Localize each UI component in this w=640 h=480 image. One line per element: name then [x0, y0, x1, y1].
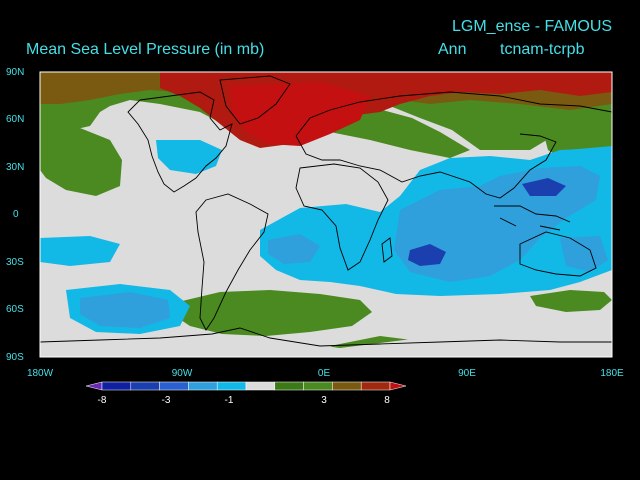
lat-label-30n: 30N [6, 162, 25, 173]
colorbar-label-8: 8 [384, 395, 390, 406]
lon-label-0e: 0E [317, 368, 331, 379]
field-medium-negative-south-pacific [80, 292, 170, 328]
lon-label-180e: 180E [600, 368, 624, 379]
field-negative-tropical-atlantic [40, 236, 120, 266]
coast-maritime-continent [494, 205, 571, 231]
field-negative-north-pacific-west [568, 146, 612, 176]
colorbar-swatch-5 [216, 381, 247, 391]
colorbar-label-minus-1: -1 [224, 395, 234, 406]
field-negative-north-america [156, 140, 222, 174]
colorbar-swatch-8 [303, 381, 333, 391]
colorbar-label-3: 3 [321, 395, 327, 406]
field-positive-north-pacific [40, 128, 122, 196]
colorbar-swatch-4 [188, 381, 218, 391]
colorbar-label-minus-8: -8 [97, 395, 107, 406]
field-medium-negative-australia [560, 236, 608, 272]
model-title: LGM_ense - FAMOUS [452, 18, 613, 35]
lat-label-90s: 90S [6, 352, 24, 363]
variable-title: Mean Sea Level Pressure (in mb) [26, 41, 265, 58]
coast-north-america [127, 91, 233, 193]
experiment-label: tcnam-tcrpb [500, 41, 585, 58]
coast-antarctica [40, 327, 612, 347]
field-max-positive-greenland [230, 82, 370, 146]
coast-australia [519, 231, 597, 277]
lat-label-60n: 60N [6, 114, 25, 125]
colorbar-swatch-3 [159, 381, 189, 391]
lat-label-30s: 30S [6, 257, 24, 268]
coast-greenland [219, 75, 291, 125]
lon-label-180w: 180W [26, 368, 54, 379]
lat-label-60s: 60S [6, 304, 24, 315]
colorbar-swatch-2 [130, 381, 160, 391]
colorbar-swatch-1 [101, 381, 132, 391]
colorbar-swatch-10 [360, 381, 391, 391]
field-medium-negative-atlantic [268, 234, 320, 264]
colorbar-swatch-9 [332, 381, 362, 391]
coast-madagascar [381, 237, 393, 263]
field-positive-south-indian [530, 290, 612, 312]
map-field [40, 72, 612, 357]
lon-label-90w: 90W [171, 368, 193, 379]
coast-europe-asia [295, 91, 612, 199]
period-label: Ann [438, 41, 467, 58]
coast-africa [295, 163, 389, 271]
colorbar-arrow-low [85, 381, 103, 391]
colorbar-swatch-7 [274, 381, 304, 391]
colorbar-swatch-6 [245, 381, 276, 391]
lon-label-90e: 90E [458, 368, 476, 379]
field-strong-negative-west-pacific [522, 178, 566, 196]
lat-label-90n: 90N [6, 67, 25, 78]
map-frame [39, 71, 613, 358]
lat-label-equator: 0 [13, 209, 19, 220]
coastlines [40, 75, 612, 347]
coast-south-america [195, 193, 269, 331]
colorbar-arrow-high [389, 381, 407, 391]
colorbar [85, 381, 407, 391]
colorbar-label-minus-3: -3 [161, 395, 171, 406]
field-strong-negative-indian [408, 244, 446, 266]
